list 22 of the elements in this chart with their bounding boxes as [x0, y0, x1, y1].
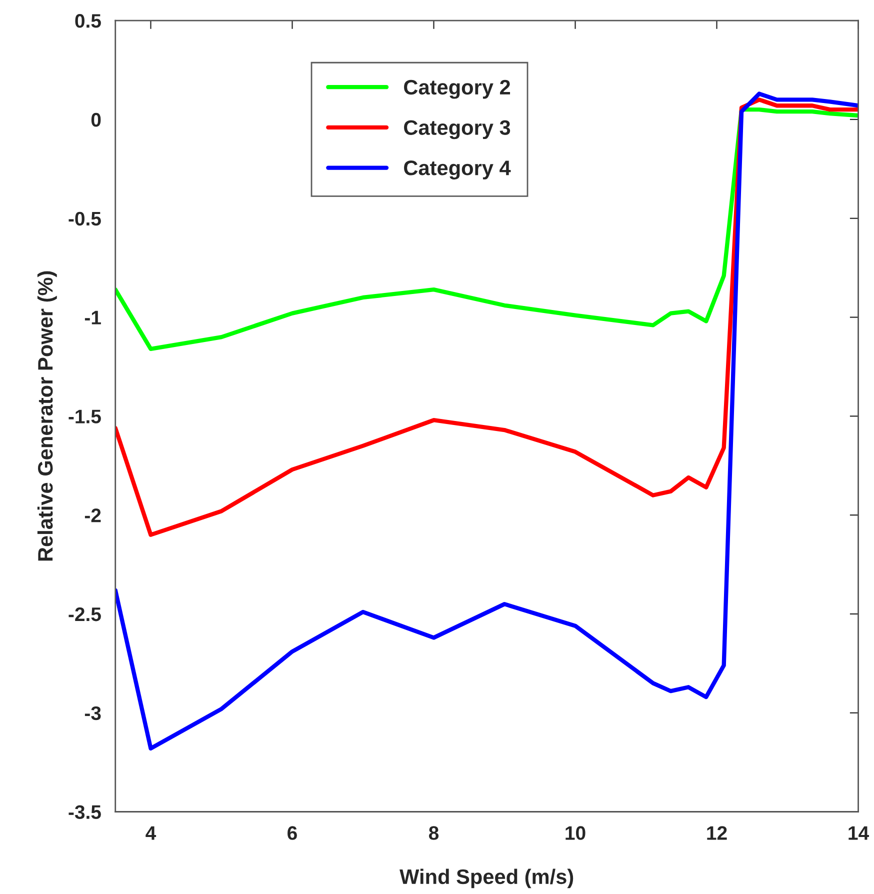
- legend-label: Category 4: [404, 160, 511, 180]
- x-tick-label: 6: [288, 826, 297, 840]
- y-tick-label: -0.5: [68, 212, 101, 226]
- y-tick-label: -2.5: [68, 607, 101, 622]
- y-axis-title: Relative Generator Power (%): [37, 271, 57, 561]
- y-tick-label: -1: [84, 310, 101, 324]
- y-tick-label: -2: [84, 508, 101, 522]
- y-tick-label: -1.5: [68, 410, 101, 424]
- y-tick-label: 0: [91, 112, 101, 127]
- x-axis-title: Wind Speed (m/s): [400, 868, 574, 888]
- y-tick-label: -3: [84, 706, 101, 720]
- line-series: [115, 107, 858, 351]
- line-series: [115, 98, 858, 537]
- legend-label: Category 3: [404, 120, 510, 140]
- x-tick-label: 12: [707, 826, 727, 840]
- x-tick-label: 14: [848, 826, 869, 840]
- x-tick-label: 8: [428, 826, 439, 840]
- legend-label: Category 2: [404, 80, 510, 99]
- y-tick-label: 0.5: [75, 14, 101, 28]
- y-tick-label: -3.5: [68, 805, 101, 820]
- x-tick-label: 10: [566, 826, 586, 840]
- x-tick-label: 4: [146, 826, 156, 840]
